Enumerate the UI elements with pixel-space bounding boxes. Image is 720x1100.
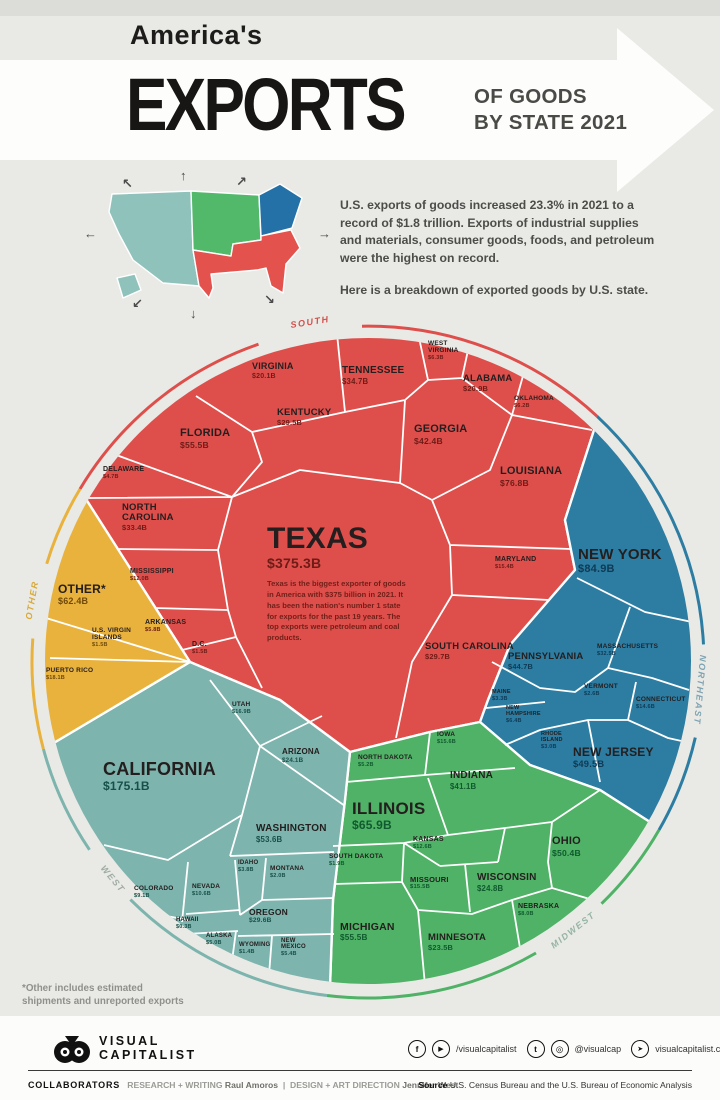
logo-line1: VISUAL: [99, 1034, 160, 1049]
top-strip: [0, 0, 720, 16]
credit1-name: Raul Amoros: [224, 1080, 279, 1090]
chart-footnote: *Other includes estimated shipments and …: [22, 983, 184, 1008]
map-arrow-icon: ↙: [132, 296, 143, 311]
intro-paragraph-1: U.S. exports of goods increased 23.3% in…: [340, 198, 655, 265]
source-credit: Source U.S. Census Bureau and the U.S. B…: [0, 1080, 692, 1090]
us-map-south: [192, 229, 301, 299]
map-arrow-icon: ←: [84, 226, 97, 241]
state-boundaries: [45, 338, 691, 984]
collaborators-credits: COLLABORATORS RESEARCH + WRITING Raul Am…: [28, 1080, 478, 1090]
collaborators-label: COLLABORATORS: [28, 1080, 121, 1090]
map-arrow-icon: ↓: [190, 306, 197, 321]
map-arrow-icon: ↗: [236, 174, 247, 189]
header-arrow-banner: [0, 28, 714, 192]
play-icon[interactable]: ▶: [432, 1040, 450, 1058]
subtitle-line1: OF GOODS: [474, 85, 587, 108]
us-map-northeast: [258, 183, 303, 237]
social-links: f ▶ /visualcapitalist t ◎ @visualcap ➤ visualca…: [408, 1040, 720, 1058]
credit2-label: DESIGN + ART DIRECTION: [290, 1080, 400, 1090]
map-arrow-icon: ↘: [264, 292, 275, 307]
twitter-icon[interactable]: t: [526, 1040, 545, 1058]
intro-text: U.S. exports of goods increased 23.3% in…: [340, 197, 655, 300]
social-handle[interactable]: /visualcapitalist: [456, 1044, 517, 1054]
intro-paragraph-2: Here is a breakdown of exported goods by…: [340, 283, 649, 298]
facebook-icon[interactable]: f: [408, 1040, 426, 1058]
credit2-name: Jennifer West: [402, 1080, 459, 1090]
vc-logo-icon: [54, 1036, 90, 1063]
region-ring: [30, 324, 705, 1000]
us-map-alaska: [116, 273, 142, 299]
map-arrow-icon: ↖: [122, 176, 133, 191]
page-subtitle: OF GOODS BY STATE 2021: [474, 84, 627, 136]
credit-divider: |: [282, 1080, 286, 1090]
page-title: EXPORTS: [126, 63, 407, 147]
footer: [0, 1016, 720, 1100]
visual-capitalist-logo: VISUAL CAPITALIST: [52, 1030, 197, 1068]
map-arrows: ↖ ↑ ↗ ← → ↙ ↓ ↘: [84, 168, 331, 321]
region-other: [45, 433, 192, 765]
social-handle[interactable]: @visualcap: [574, 1044, 622, 1054]
us-map: ↖ ↑ ↗ ← → ↙ ↓ ↘: [84, 168, 331, 321]
cursor-icon[interactable]: ➤: [631, 1040, 650, 1058]
logo-line2: CAPITALIST: [99, 1048, 197, 1062]
map-arrow-icon: →: [318, 226, 331, 241]
source-label: Source: [418, 1080, 448, 1090]
credit1-label: RESEARCH + WRITING: [127, 1080, 223, 1090]
map-arrow-icon: ↑: [180, 168, 187, 183]
social-handle[interactable]: visualcapitalist.com: [655, 1044, 720, 1054]
header-kicker: America's: [130, 20, 263, 50]
subtitle-line2: BY STATE 2021: [474, 111, 628, 135]
instagram-icon[interactable]: ◎: [550, 1040, 569, 1058]
source-text: U.S. Census Bureau and the U.S. Bureau o…: [449, 1080, 692, 1090]
footer-divider: [28, 1070, 692, 1071]
